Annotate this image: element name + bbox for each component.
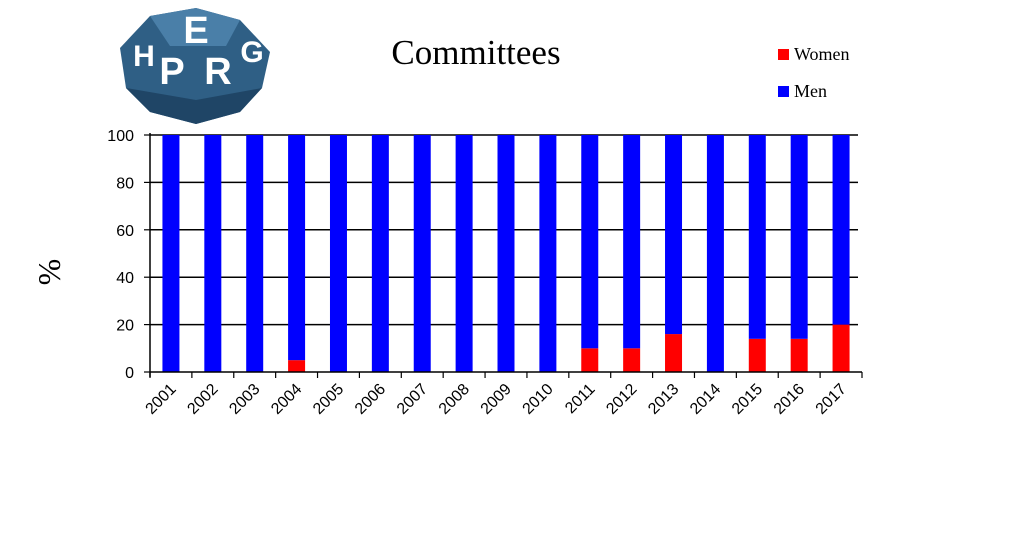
legend: Women Men [778, 44, 850, 101]
bar-women-2012 [623, 348, 641, 372]
bar-men-2017 [832, 135, 850, 325]
bar-women-2015 [748, 338, 766, 372]
x-tick-label: 2002 [184, 381, 221, 418]
logo-bottom-facet [126, 88, 262, 124]
y-tick-label: 60 [116, 223, 134, 240]
y-tick-label: 100 [107, 128, 134, 145]
bar-men-2015 [748, 135, 766, 339]
bar-women-2017 [832, 324, 850, 372]
x-tick-label: 2005 [310, 381, 347, 418]
chart-title: Committees [391, 33, 560, 72]
y-tick-labels: 0 20 40 60 80 100 [107, 128, 134, 382]
x-tick-label: 2013 [645, 381, 682, 418]
bar-men-2004 [288, 135, 306, 361]
x-tick-label: 2017 [813, 381, 850, 418]
y-tick-label: 40 [116, 270, 134, 287]
bars [162, 135, 850, 372]
legend-swatch-men [778, 86, 789, 97]
logo-letter-r: R [204, 51, 231, 93]
axes [144, 133, 863, 378]
x-tick-label: 2007 [394, 381, 431, 418]
logo-letter-e: E [183, 10, 208, 52]
x-tick-label: 2010 [520, 381, 557, 418]
ehprg-logo: E H P R G [120, 8, 270, 124]
bar-women-2011 [581, 348, 599, 372]
bar-men-2001 [162, 135, 180, 372]
x-tick-label: 2001 [143, 381, 180, 418]
x-tick-label: 2008 [436, 381, 473, 418]
bar-men-2013 [665, 135, 683, 335]
bar-men-2003 [246, 135, 264, 372]
bar-men-2011 [581, 135, 599, 349]
logo-top-facet [150, 8, 240, 46]
bar-women-2013 [665, 334, 683, 372]
bar-men-2005 [329, 135, 347, 372]
bar-men-2002 [204, 135, 222, 372]
bar-men-2014 [706, 135, 724, 372]
bar-men-2008 [455, 135, 473, 372]
legend-label-men: Men [794, 81, 827, 101]
x-tick-labels: 2001 2002 2003 2004 2005 2006 2007 2008 2009 2010… [143, 381, 850, 418]
y-tick-label: 80 [116, 175, 134, 192]
logo-letter-g: G [240, 36, 263, 69]
bar-women-2004 [288, 360, 306, 372]
bar-men-2010 [539, 135, 557, 372]
bar-men-2016 [790, 135, 808, 339]
x-tick-label: 2004 [268, 381, 305, 418]
y-tick-label: 0 [125, 365, 134, 382]
x-tick-label: 2011 [562, 381, 598, 417]
x-tick-label: 2009 [478, 381, 515, 418]
legend-swatch-women [778, 49, 789, 60]
x-tick-label: 2006 [352, 381, 389, 418]
bar-men-2009 [497, 135, 515, 372]
y-axis-label: % [31, 259, 67, 286]
bar-men-2006 [371, 135, 389, 372]
x-tick-label: 2016 [771, 381, 808, 418]
x-tick-label: 2014 [687, 381, 724, 418]
bar-men-2012 [623, 135, 641, 349]
logo-letter-p: P [159, 51, 184, 93]
x-tick-label: 2012 [603, 381, 640, 418]
bar-men-2007 [413, 135, 431, 372]
x-tick-label: 2003 [226, 381, 263, 418]
y-tick-label: 20 [116, 318, 134, 335]
logo-letter-h: H [133, 40, 155, 73]
x-tick-label: 2015 [729, 381, 766, 418]
legend-label-women: Women [794, 44, 850, 64]
bar-women-2016 [790, 338, 808, 372]
